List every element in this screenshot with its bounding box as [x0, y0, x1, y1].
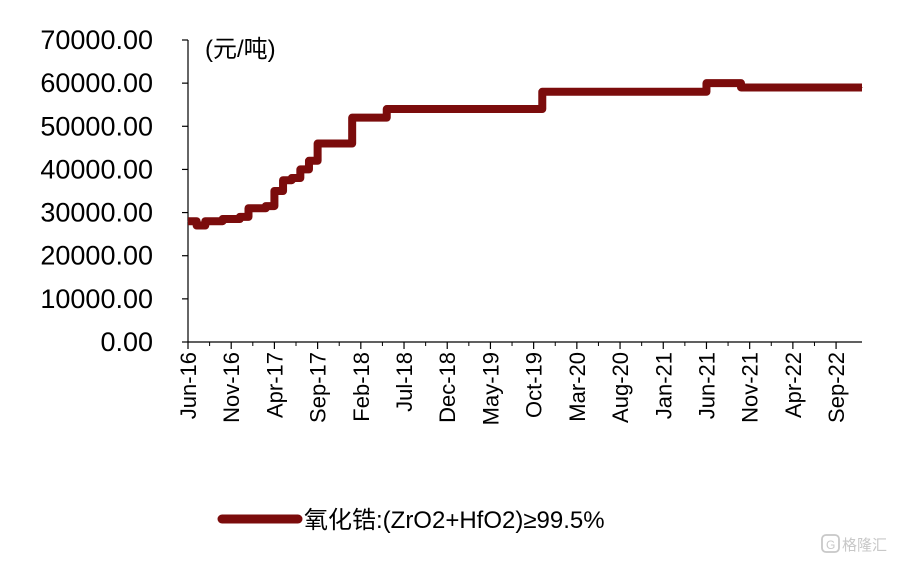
data-point	[368, 117, 370, 119]
data-point	[247, 207, 249, 209]
data-point	[731, 82, 733, 84]
unit-label: (元/吨)	[205, 36, 276, 63]
data-point	[705, 82, 707, 84]
x-tick-label: May-19	[478, 352, 503, 425]
y-tick-label: 70000.00	[40, 25, 153, 55]
data-point	[343, 143, 345, 145]
data-point	[334, 143, 336, 145]
data-point	[394, 108, 396, 110]
x-tick-label: Oct-19	[522, 352, 547, 418]
watermark: G 格隆汇	[821, 534, 887, 554]
data-point	[187, 220, 189, 222]
legend-label: 氧化锆:(ZrO2+HfO2)≥99.5%	[304, 507, 605, 534]
y-axis-ticks: 70000.00 60000.00 50000.00 40000.00 30000.00…	[40, 25, 188, 357]
data-point	[386, 108, 388, 110]
data-point	[196, 225, 198, 227]
data-point	[377, 117, 379, 119]
x-tick-label: Dec-18	[435, 352, 460, 423]
data-point	[541, 91, 543, 93]
g-logo-icon	[821, 534, 840, 553]
data-point	[239, 216, 241, 218]
series-group	[187, 79, 863, 230]
x-tick-label: Apr-22	[781, 352, 806, 418]
data-point	[533, 108, 535, 110]
data-point	[360, 117, 362, 119]
watermark-logo-letter: G	[826, 538, 835, 552]
x-tick-label: Sep-17	[306, 352, 331, 423]
data-point	[299, 168, 301, 170]
x-tick-label: Apr-17	[262, 352, 287, 418]
data-point	[697, 91, 699, 93]
x-tick-label: Nov-21	[738, 352, 763, 423]
watermark-text: 格隆汇	[842, 537, 887, 554]
y-tick-label: 20000.00	[40, 241, 153, 271]
data-point	[204, 220, 206, 222]
y-tick-label: 30000.00	[40, 198, 153, 228]
y-tick-label: 0.00	[100, 327, 153, 357]
data-point	[282, 179, 284, 181]
y-tick-label: 10000.00	[40, 284, 153, 314]
x-tick-label: Feb-18	[349, 352, 374, 422]
x-tick-label: Mar-20	[565, 352, 590, 422]
data-point	[308, 160, 310, 162]
x-tick-label: Jun-16	[176, 352, 201, 419]
x-tick-label: Aug-20	[608, 352, 633, 423]
data-point	[317, 143, 319, 145]
x-tick-label: Nov-16	[219, 352, 244, 423]
data-point	[325, 143, 327, 145]
data-point	[550, 91, 552, 93]
y-tick-label: 60000.00	[40, 68, 153, 98]
data-point	[222, 218, 224, 220]
legend: 氧化锆:(ZrO2+HfO2)≥99.5%	[217, 507, 605, 534]
x-tick-label: Jul-18	[392, 352, 417, 412]
x-axis-ticks: Jun-16 Nov-16 Apr-17 Sep-17 Feb-18 Jul-18 Dec-…	[176, 342, 849, 425]
x-tick-label: Sep-22	[824, 352, 849, 423]
x-tick-label: Jun-21	[694, 352, 719, 419]
data-point	[291, 177, 293, 179]
data-point	[861, 86, 863, 88]
y-tick-label: 50000.00	[40, 111, 153, 141]
data-point	[265, 205, 267, 207]
x-tick-label: Jan-21	[651, 352, 676, 419]
data-point	[256, 207, 258, 209]
y-tick-label: 40000.00	[40, 154, 153, 184]
data-point	[273, 190, 275, 192]
data-point	[213, 220, 215, 222]
data-point	[230, 218, 232, 220]
data-point	[351, 117, 353, 119]
series-line	[188, 79, 862, 230]
data-point	[740, 86, 742, 88]
